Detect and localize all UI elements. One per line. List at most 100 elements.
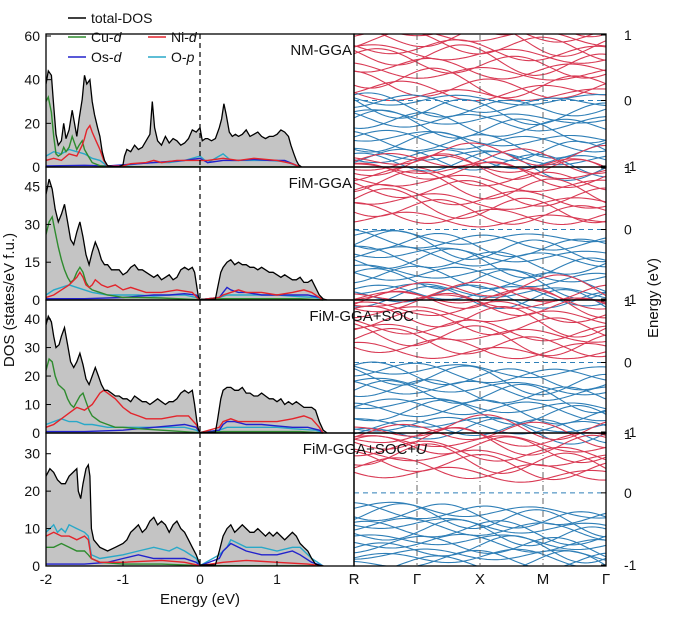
- kpoint-label: M: [537, 571, 550, 588]
- energy-tick-label: 0: [624, 93, 632, 109]
- y-axis-label: DOS (states/eV f.u.): [1, 233, 18, 367]
- legend-label-ni: Ni-d: [171, 29, 198, 45]
- spin-up-band: [354, 440, 606, 462]
- spin-up-band: [354, 34, 606, 47]
- y-tick-label: 60: [24, 28, 40, 44]
- energy-tick-label: -1: [624, 424, 637, 440]
- spin-up-band: [492, 34, 517, 36]
- spin-up-band: [354, 414, 606, 441]
- spin-down-band: [354, 520, 606, 546]
- panel-title: NM-GGA: [290, 42, 352, 59]
- kpoint-label: X: [475, 571, 485, 588]
- cu-dos-line: [46, 542, 324, 566]
- ni-dos-line: [46, 270, 324, 301]
- spin-down-band: [354, 502, 606, 526]
- spin-up-band: [354, 188, 606, 224]
- spin-down-band: [354, 380, 606, 414]
- y-tick-label: 15: [24, 254, 40, 270]
- y-tick-label: 0: [32, 558, 40, 574]
- y-tick-label: 30: [24, 340, 40, 356]
- y-tick-label: 40: [24, 72, 40, 88]
- spin-up-band: [574, 34, 606, 38]
- spin-up-band: [354, 39, 606, 62]
- spin-up-band: [354, 435, 606, 464]
- spin-down-band: [354, 131, 606, 162]
- spin-down-band: [354, 416, 606, 435]
- cu-dos-line: [46, 95, 301, 168]
- y-tick-label: 30: [24, 446, 40, 462]
- energy-tick-label: 0: [624, 222, 632, 238]
- spin-up-band: [354, 274, 606, 301]
- spin-up-band: [354, 70, 606, 99]
- total-dos-fill: [46, 179, 328, 300]
- spin-down-band: [354, 283, 606, 299]
- panel-title: FiM-GGA: [289, 175, 352, 192]
- ni-dos-line: [46, 389, 324, 434]
- ni-dos-line: [46, 531, 324, 566]
- kpoint-label: Γ: [413, 571, 421, 588]
- total-dos-line: [46, 178, 328, 301]
- spin-up-band: [354, 443, 606, 474]
- spin-up-band: [354, 310, 606, 337]
- energy-tick-label: -1: [624, 158, 637, 174]
- y-tick-label: 0: [32, 292, 40, 308]
- legend: total-DOS Cu-d Ni-d Os-d O-p: [68, 10, 198, 65]
- spin-down-band: [354, 129, 606, 153]
- energy-axis-label: Energy (eV): [645, 258, 662, 338]
- energy-tick-label: 1: [624, 293, 632, 309]
- spin-up-band: [354, 161, 606, 189]
- energy-tick-label: 1: [624, 160, 632, 176]
- total-dos-fill: [46, 464, 324, 566]
- spin-up-band: [354, 34, 606, 61]
- energy-tick-label: 0: [624, 355, 632, 371]
- energy-tick-label: -1: [624, 557, 637, 573]
- cu-dos-line: [46, 215, 324, 301]
- energy-tick-label: 1: [624, 27, 632, 43]
- panel-title: FiM-GGA+SOC: [309, 308, 414, 325]
- energy-tick-label: 1: [624, 426, 632, 442]
- spin-down-band: [394, 550, 606, 566]
- spin-up-band: [379, 34, 606, 57]
- y-tick-label: 0: [32, 425, 40, 441]
- x-tick-label: 0: [196, 571, 204, 587]
- os-dos-line: [46, 542, 324, 566]
- dos-plots: [46, 69, 328, 566]
- total-dos-fill: [46, 316, 328, 433]
- spin-up-band: [354, 193, 606, 210]
- op-dos-line: [46, 418, 324, 434]
- y-tick-label: 0: [32, 159, 40, 175]
- kpoint-label: Γ: [602, 571, 610, 588]
- total-dos-line: [46, 314, 328, 434]
- spin-down-band: [354, 517, 606, 541]
- energy-tick-label: -1: [624, 291, 637, 307]
- y-tick-label: 40: [24, 311, 40, 327]
- total-dos-line: [46, 69, 302, 168]
- op-dos-line: [46, 523, 324, 566]
- y-tick-label: 30: [24, 216, 40, 232]
- spin-down-band: [354, 92, 606, 118]
- energy-tick-label: 0: [624, 485, 632, 501]
- total-dos-fill: [46, 70, 302, 167]
- y-tick-label: 20: [24, 115, 40, 131]
- legend-label-cu: Cu-d: [91, 29, 123, 45]
- total-dos-line: [46, 463, 324, 566]
- spin-up-band: [354, 328, 606, 358]
- legend-label-total: total-DOS: [91, 10, 152, 26]
- kpoint-label: R: [349, 571, 360, 588]
- spin-up-band: [398, 34, 595, 43]
- spin-down-band: [354, 111, 606, 137]
- spin-down-band: [354, 264, 606, 283]
- spin-up-band: [354, 323, 606, 343]
- spin-up-band: [354, 305, 606, 338]
- spin-down-band: [354, 535, 606, 564]
- spin-down-band: [354, 148, 606, 170]
- spin-down-band: [354, 548, 606, 566]
- ni-dos-line: [46, 123, 301, 168]
- y-tick-label: 10: [24, 521, 40, 537]
- x-tick-label: 1: [273, 571, 281, 587]
- spin-up-band: [354, 62, 606, 81]
- y-tick-label: 10: [24, 397, 40, 413]
- spin-down-band: [354, 246, 606, 268]
